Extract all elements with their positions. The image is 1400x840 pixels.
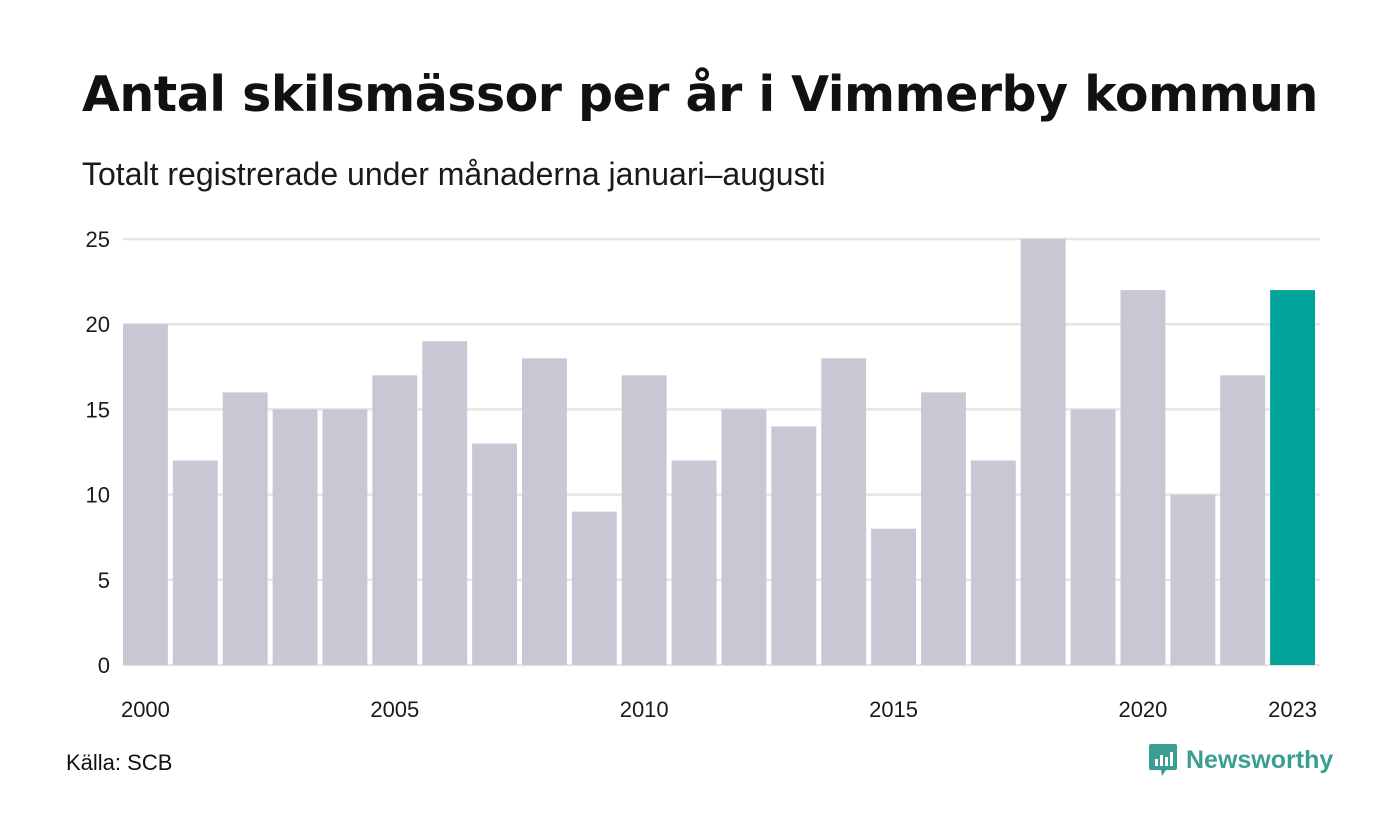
brand-name: Newsworthy — [1186, 745, 1334, 774]
bar — [372, 375, 418, 665]
bar — [771, 426, 817, 665]
bar — [472, 443, 517, 665]
x-axis-ticks: 2000 2005 2010 2015 2020 2023 — [121, 697, 1317, 722]
bar — [322, 409, 368, 665]
x-tick-label: 2023 — [1268, 697, 1317, 722]
y-tick-label: 20 — [86, 312, 110, 337]
bar — [222, 392, 268, 665]
bar — [272, 409, 318, 665]
bar — [1170, 494, 1216, 665]
bar — [821, 358, 867, 665]
bar — [422, 341, 468, 665]
bar — [172, 460, 218, 665]
y-tick-label: 10 — [86, 483, 110, 508]
bars — [123, 239, 1315, 665]
bar — [921, 392, 966, 665]
bar — [1020, 239, 1066, 665]
bar — [871, 528, 916, 665]
bar — [671, 460, 717, 665]
bar — [1220, 375, 1266, 665]
bar-highlight — [1270, 290, 1315, 665]
x-tick-label: 2000 — [121, 697, 170, 722]
chart-title: Antal skilsmässor per år i Vimmerby komm… — [82, 66, 1318, 123]
bar — [571, 511, 617, 665]
y-tick-label: 25 — [86, 227, 110, 252]
y-tick-label: 0 — [98, 653, 110, 678]
source-note: Källa: SCB — [66, 750, 173, 775]
bar — [1120, 290, 1166, 665]
x-tick-label: 2020 — [1118, 697, 1167, 722]
bar — [123, 324, 168, 665]
chart-subtitle: Totalt registrerade under månaderna janu… — [82, 156, 826, 192]
x-tick-label: 2005 — [370, 697, 419, 722]
x-tick-label: 2010 — [620, 697, 669, 722]
y-axis-ticks: 0 5 10 15 20 25 — [86, 227, 110, 678]
brand-logo: Newsworthy — [1148, 742, 1333, 778]
bar — [1070, 409, 1116, 665]
y-tick-label: 15 — [86, 397, 110, 422]
bar — [970, 460, 1016, 665]
bar — [621, 375, 667, 665]
bar — [721, 409, 767, 665]
newsworthy-logo-icon — [1149, 744, 1177, 776]
y-tick-label: 5 — [98, 568, 110, 593]
bar — [522, 358, 567, 665]
x-tick-label: 2015 — [869, 697, 918, 722]
